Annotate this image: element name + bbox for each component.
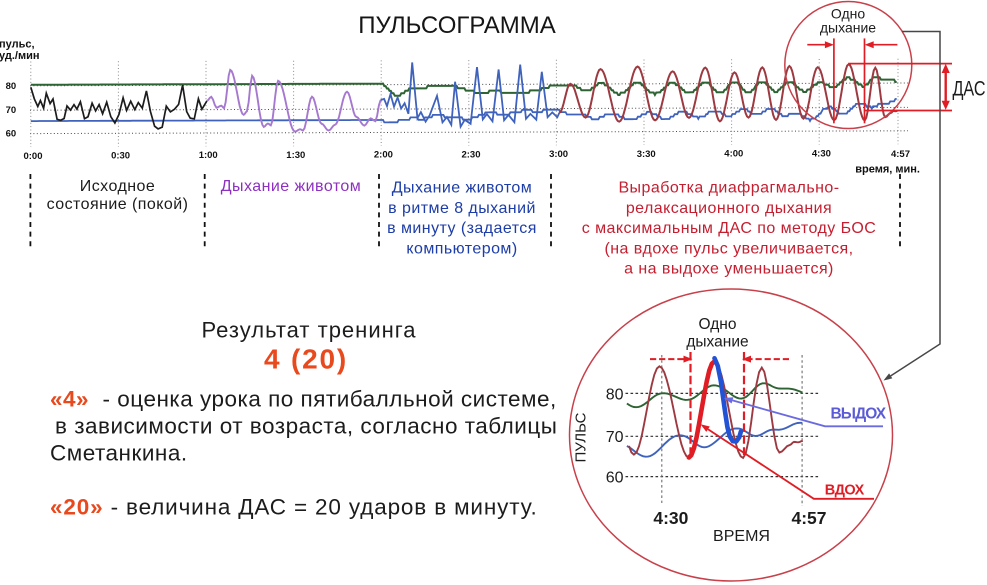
svg-text:4:57: 4:57: [891, 149, 910, 160]
svg-text:2:30: 2:30: [461, 149, 480, 160]
svg-text:1:30: 1:30: [286, 150, 305, 161]
svg-text:ВДОХ: ВДОХ: [825, 483, 865, 499]
svg-text:Дыхание животом: Дыхание животом: [221, 178, 361, 195]
svg-text:3:00: 3:00: [549, 149, 568, 160]
svg-text:Одно: Одно: [831, 6, 865, 22]
svg-text:80: 80: [606, 387, 624, 404]
svg-text:4:00: 4:00: [724, 149, 743, 160]
svg-text:пульс,: пульс,: [0, 39, 35, 51]
svg-text:60: 60: [606, 470, 624, 487]
svg-text:Результат тренинга: Результат тренинга: [201, 318, 416, 343]
svg-text:1:00: 1:00: [199, 150, 218, 161]
svg-text:дыхание: дыхание: [686, 334, 748, 351]
svg-text:уд./мин: уд./мин: [0, 50, 39, 62]
svg-text:дыхание: дыхание: [820, 19, 876, 35]
svg-text:Исходное: Исходное: [80, 178, 155, 195]
svg-text:Сметанкина.: Сметанкина.: [50, 441, 188, 466]
svg-text:4:30: 4:30: [653, 508, 688, 528]
svg-text:4 (20): 4 (20): [264, 344, 348, 375]
svg-text:ПУЛЬСОГРАММА: ПУЛЬСОГРАММА: [358, 12, 556, 39]
svg-text:состояние (покой): состояние (покой): [47, 196, 189, 213]
svg-text:0:00: 0:00: [23, 151, 42, 162]
svg-text:4:57: 4:57: [791, 508, 826, 528]
svg-text:60: 60: [6, 129, 17, 140]
svg-text:70: 70: [606, 429, 624, 446]
svg-text:«4» - оценка урока по пятибал: «4» - оценка урока по пятибалльной систе…: [50, 387, 557, 412]
svg-text:0:30: 0:30: [111, 151, 130, 162]
svg-text:80: 80: [6, 81, 17, 92]
svg-text:ВЫДОХ: ВЫДОХ: [831, 406, 887, 423]
svg-text:ПУЛЬС: ПУЛЬС: [573, 412, 590, 462]
svg-text:время, мин.: время, мин.: [855, 164, 920, 176]
svg-text:Выработка диафрагмально-релакс: Выработка диафрагмально-релаксационного …: [582, 180, 877, 278]
svg-text:«20» - величина ДАС = 20 ударо: «20» - величина ДАС = 20 ударов в минуту…: [50, 495, 538, 520]
svg-text:2:00: 2:00: [374, 150, 393, 161]
svg-text:ДАС: ДАС: [953, 77, 986, 100]
svg-text:70: 70: [6, 105, 17, 116]
svg-text:3:30: 3:30: [637, 149, 656, 160]
svg-text:Одно: Одно: [699, 316, 737, 333]
svg-text:ВРЕМЯ: ВРЕМЯ: [713, 528, 770, 545]
svg-text:4:30: 4:30: [812, 148, 831, 159]
svg-text:в зависимости от возраста, сог: в зависимости от возраста, согласно табл…: [55, 414, 557, 439]
